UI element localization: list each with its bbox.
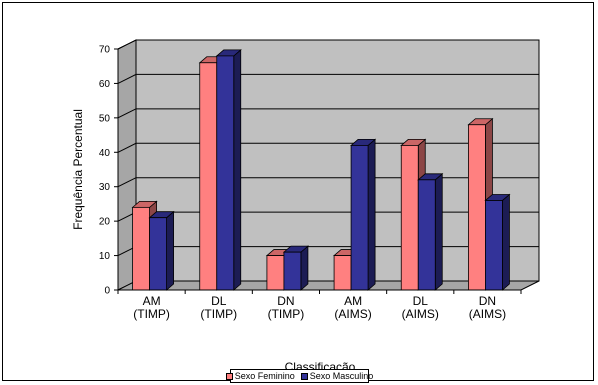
y-axis-label: Frequência Percentual — [71, 109, 85, 230]
bar — [468, 124, 486, 291]
x-tick-label: (AIMS) — [469, 307, 506, 321]
legend-label-masculino: Sexo Masculino — [309, 371, 374, 381]
bar — [400, 144, 419, 291]
y-tick-label: 20 — [99, 217, 111, 228]
x-tick-label: (TIMP) — [133, 307, 170, 321]
bar — [132, 206, 150, 291]
x-tick-label: DN — [479, 294, 496, 308]
bar-side — [300, 245, 309, 291]
gridline — [117, 73, 539, 84]
legend-swatch-feminino — [225, 372, 233, 380]
bar-side — [367, 138, 376, 291]
bar-side — [502, 193, 510, 291]
x-tick-label: (AIMS) — [334, 307, 371, 321]
x-tick-label: DL — [413, 294, 429, 308]
x-tick-label: (AIMS) — [402, 307, 439, 321]
gridline — [117, 39, 539, 50]
legend-label-feminino: Sexo Feminino — [234, 371, 295, 381]
bar — [333, 255, 352, 291]
y-tick-label: 70 — [99, 45, 111, 56]
y-tick-label: 50 — [99, 113, 111, 124]
x-tick-label: (TIMP) — [268, 307, 305, 321]
bar — [149, 217, 167, 291]
legend-swatch-masculino — [300, 372, 308, 380]
y-tick-label: 60 — [99, 79, 111, 90]
legend-item-masculino: Sexo Masculino — [300, 371, 374, 381]
x-tick-label: AM — [143, 294, 161, 308]
bar — [417, 179, 436, 291]
bar — [283, 251, 302, 291]
bar — [350, 144, 369, 291]
bar — [199, 62, 218, 291]
gridline — [117, 108, 539, 119]
x-tick-label: DL — [211, 294, 227, 308]
y-tick-label: 0 — [104, 286, 110, 297]
y-tick-label: 10 — [99, 251, 111, 262]
bar-side — [434, 172, 443, 291]
x-tick-label: (TIMP) — [200, 307, 237, 321]
x-tick-label: AM — [344, 294, 362, 308]
bar-side — [233, 49, 242, 291]
legend-item-feminino: Sexo Feminino — [225, 371, 295, 381]
bar-side — [166, 210, 174, 291]
bar — [485, 200, 503, 291]
y-tick-label: 30 — [99, 182, 111, 193]
x-tick-label: DN — [277, 294, 294, 308]
y-tick-label: 40 — [99, 148, 111, 159]
bar — [216, 55, 235, 291]
legend: Sexo Feminino Sexo Masculino — [225, 369, 373, 383]
bar — [266, 255, 285, 291]
